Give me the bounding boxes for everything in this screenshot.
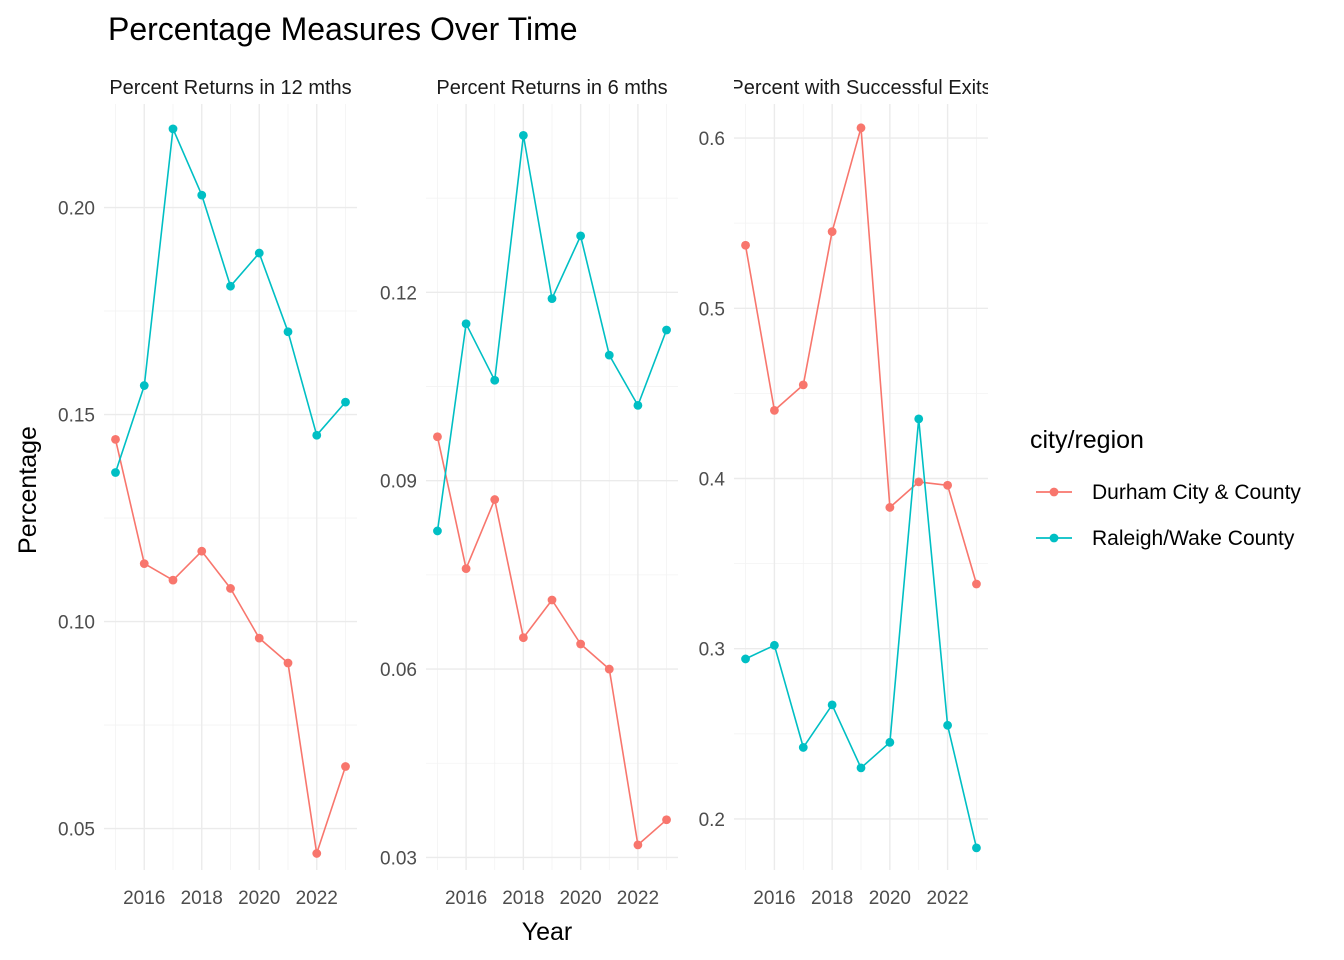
data-point-raleigh-wake-county	[885, 737, 895, 747]
data-point-durham-city-county	[226, 584, 235, 593]
data-point-durham-city-county	[856, 123, 866, 133]
data-point-raleigh-wake-county	[633, 400, 643, 410]
data-point-raleigh-wake-county	[547, 294, 557, 304]
y-tick-label: 0.09	[380, 472, 417, 493]
data-point-raleigh-wake-county	[943, 720, 952, 730]
data-point-raleigh-wake-county	[576, 231, 586, 241]
x-axis-title: Year	[522, 918, 573, 946]
data-point-durham-city-county	[461, 564, 471, 574]
data-point-raleigh-wake-county	[341, 397, 350, 407]
data-point-raleigh-wake-county	[254, 248, 264, 258]
x-tick-label: 2018	[811, 888, 853, 909]
legend-label: Raleigh/Wake County	[1092, 527, 1295, 550]
data-point-durham-city-county	[741, 240, 750, 250]
legend-title: city/region	[1030, 426, 1144, 454]
facet-panels: 0.05 0.10 0.15 0.20 2016 2018 2020 2022 Percent …	[58, 77, 991, 909]
data-point-durham-city-county	[312, 849, 322, 858]
data-point-durham-city-county	[633, 840, 643, 850]
y-tick-label: 0.10	[58, 613, 95, 634]
data-point-raleigh-wake-county	[168, 124, 178, 134]
chart-title: Percentage Measures Over Time	[108, 11, 578, 47]
data-point-durham-city-county	[914, 477, 924, 487]
data-point-durham-city-county	[576, 639, 586, 649]
data-point-raleigh-wake-county	[111, 468, 120, 477]
legend-key-point	[1049, 487, 1059, 497]
x-tick-label: 2016	[445, 888, 487, 909]
data-point-durham-city-county	[827, 227, 837, 237]
data-point-raleigh-wake-county	[490, 375, 500, 385]
data-point-raleigh-wake-county	[827, 700, 837, 710]
legend: city/region Durham City & County Raleigh/…	[1030, 426, 1301, 550]
data-point-durham-city-county	[885, 503, 895, 512]
y-axis-title: Percentage	[14, 426, 42, 554]
data-point-durham-city-county	[433, 432, 442, 442]
data-point-durham-city-county	[798, 380, 808, 390]
data-point-raleigh-wake-county	[798, 743, 808, 752]
y-tick-label: 0.4	[699, 469, 726, 490]
y-tick-label: 0.2	[699, 810, 725, 831]
x-tick-label: 2022	[296, 888, 338, 909]
data-point-durham-city-county	[604, 664, 614, 674]
data-point-durham-city-county	[770, 406, 779, 415]
data-point-raleigh-wake-county	[770, 640, 779, 650]
x-tick-label: 2020	[559, 888, 601, 909]
legend-key-point	[1049, 533, 1059, 543]
panel-2: 0.03 0.06 0.09 0.12 2016 2018 2020 2022 Percent …	[380, 77, 678, 909]
data-point-durham-city-county	[490, 495, 500, 504]
x-tick-label: 2020	[238, 888, 280, 909]
data-point-raleigh-wake-county	[139, 381, 149, 390]
data-point-durham-city-county	[547, 595, 557, 605]
y-tick-label: 0.3	[699, 640, 725, 661]
data-point-raleigh-wake-county	[914, 414, 924, 424]
data-point-durham-city-county	[139, 559, 149, 568]
data-point-raleigh-wake-county	[226, 281, 235, 291]
data-point-raleigh-wake-county	[856, 763, 866, 773]
x-tick-label: 2016	[123, 888, 165, 909]
x-tick-label: 2018	[181, 888, 223, 909]
y-tick-label: 0.15	[58, 406, 95, 427]
data-point-raleigh-wake-county	[604, 350, 614, 360]
y-tick-label: 0.12	[380, 283, 417, 304]
y-tick-label: 0.6	[699, 129, 725, 150]
legend-item-durham-city-county: Durham City & County	[1036, 481, 1301, 504]
data-point-raleigh-wake-county	[662, 325, 671, 335]
data-point-durham-city-county	[197, 546, 207, 556]
data-point-durham-city-county	[943, 480, 952, 490]
data-point-durham-city-county	[168, 575, 178, 585]
data-point-raleigh-wake-county	[312, 430, 322, 440]
data-point-durham-city-county	[972, 579, 981, 589]
facet-strip-label: Percent Returns in 12 mths	[109, 77, 351, 99]
facet-strip-label: Percent with Successful Exits	[730, 77, 991, 99]
y-tick-label: 0.06	[380, 660, 417, 681]
data-point-durham-city-county	[111, 434, 120, 444]
x-tick-label: 2016	[753, 888, 795, 909]
x-tick-label: 2022	[617, 888, 659, 909]
y-tick-label: 0.05	[58, 820, 95, 841]
data-point-durham-city-county	[662, 815, 671, 825]
x-tick-label: 2022	[926, 888, 968, 909]
y-tick-label: 0.5	[699, 299, 725, 320]
data-point-raleigh-wake-county	[518, 130, 528, 140]
facet-strip-label: Percent Returns in 6 mths	[436, 77, 667, 99]
data-point-raleigh-wake-county	[461, 319, 471, 329]
data-point-raleigh-wake-county	[283, 327, 293, 337]
data-point-durham-city-county	[518, 633, 528, 643]
data-point-raleigh-wake-county	[972, 843, 981, 853]
data-point-raleigh-wake-county	[433, 526, 442, 536]
panel-3: 0.2 0.3 0.4 0.5 0.6 2016 2018 2020 2022 Percent w…	[699, 77, 991, 909]
x-tick-label: 2018	[502, 888, 544, 909]
panel-1: 0.05 0.10 0.15 0.20 2016 2018 2020 2022 Percent …	[58, 77, 357, 909]
legend-label: Durham City & County	[1092, 481, 1301, 504]
data-point-durham-city-county	[254, 633, 264, 643]
data-point-durham-city-county	[341, 762, 350, 771]
legend-item-raleigh-wake-county: Raleigh/Wake County	[1036, 527, 1295, 550]
y-tick-label: 0.20	[58, 199, 95, 220]
x-tick-label: 2020	[869, 888, 911, 909]
data-point-raleigh-wake-county	[197, 190, 207, 200]
y-tick-label: 0.03	[380, 848, 417, 869]
data-point-durham-city-county	[283, 658, 293, 668]
data-point-raleigh-wake-county	[741, 654, 750, 664]
